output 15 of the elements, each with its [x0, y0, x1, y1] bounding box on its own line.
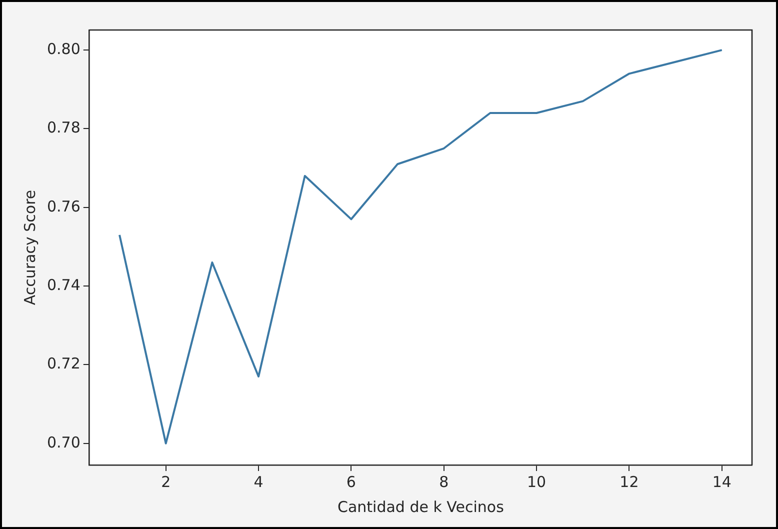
x-tick-label: 12: [620, 472, 639, 491]
x-tick-label: 4: [254, 472, 264, 491]
x-tick-label: 10: [526, 472, 546, 491]
y-tick-label: 0.76: [46, 197, 80, 216]
x-tick-label: 6: [346, 472, 356, 491]
x-tick-label: 8: [439, 472, 449, 491]
y-tick-label: 0.70: [46, 433, 80, 452]
x-tick-label: 14: [712, 472, 732, 491]
y-tick-label: 0.72: [46, 354, 80, 373]
y-tick-label: 0.74: [46, 276, 80, 294]
y-tick-label: 0.78: [46, 118, 80, 137]
x-axis-title: Cantidad de k Vecinos: [337, 498, 504, 516]
y-axis-title: Accuracy Score: [20, 190, 39, 306]
x-tick-label: 2: [161, 472, 171, 491]
y-tick-label: 0.80: [46, 40, 80, 58]
